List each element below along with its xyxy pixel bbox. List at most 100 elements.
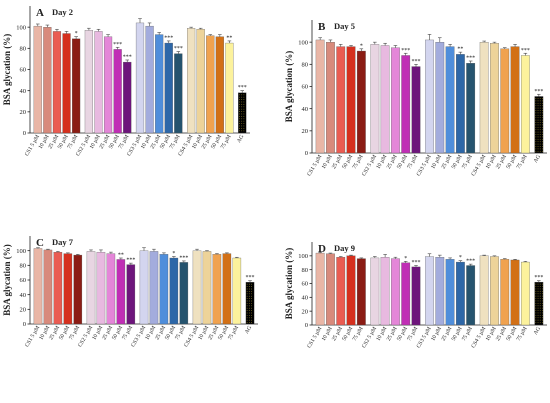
bar-pattern-dot [251, 307, 252, 309]
bar-pattern-dot [539, 298, 541, 299]
bar-pattern-dot [535, 141, 537, 143]
bar-pattern-dot [539, 290, 541, 292]
bar-pattern-dot [243, 108, 245, 110]
y-tick-label: 60 [302, 281, 309, 288]
bar [106, 253, 116, 325]
bar-pattern-dot [537, 129, 539, 131]
bar-pattern-dot [251, 319, 252, 321]
significance-label: * [404, 256, 407, 262]
bar-pattern-dot [537, 305, 539, 307]
bar-pattern-dot [535, 293, 537, 295]
bar-pattern-dot [541, 288, 543, 290]
bar [456, 54, 465, 154]
bar [169, 257, 179, 325]
bar-pattern-dot [243, 111, 245, 113]
bar-pattern-dot [537, 131, 539, 133]
bar-pattern-dot [251, 317, 252, 319]
bar-pattern-dot [537, 312, 539, 314]
bar-pattern-dot [246, 295, 248, 297]
bar-pattern-dot [248, 302, 250, 304]
bar-pattern-dot [541, 114, 543, 116]
bar-pattern-dot [248, 317, 250, 319]
bar [411, 66, 421, 154]
bar [113, 49, 122, 134]
y-tick-label: 0 [305, 322, 308, 329]
significance-label: *** [534, 89, 543, 95]
bar-pattern-dot [541, 136, 543, 138]
bar-pattern-dot [535, 150, 537, 152]
bar-pattern-dot [541, 319, 543, 321]
bar [456, 261, 465, 326]
bar-pattern-dot [243, 106, 245, 108]
bar-pattern-dot [539, 300, 541, 302]
bar-pattern-dot [541, 307, 543, 309]
bar-pattern-dot [241, 96, 243, 98]
significance-label: *** [534, 275, 543, 281]
bar-pattern-dot [539, 117, 541, 119]
panel-letter: D [318, 243, 326, 255]
bar-pattern-dot [239, 108, 240, 110]
bar-pattern-dot [537, 114, 539, 116]
bar-pattern-dot [541, 129, 543, 131]
bar [62, 33, 71, 134]
bar [174, 53, 183, 134]
bar [411, 266, 421, 326]
bar-pattern-dot [239, 101, 240, 103]
bar-pattern-dot [251, 288, 252, 290]
bar-pattern-dot [537, 112, 539, 114]
category-label: 75 µM [227, 325, 240, 341]
y-tick-label: 40 [20, 88, 27, 95]
bar-pattern-dot [541, 131, 543, 133]
significance-label: *** [466, 259, 475, 265]
bar-pattern-dot [246, 319, 248, 321]
bar-pattern-dot [537, 290, 539, 292]
bar-pattern-dot [239, 94, 240, 96]
bar [356, 258, 366, 326]
bar-pattern-dot [535, 305, 537, 307]
bar [391, 258, 400, 326]
y-axis-title: BSA glycation (%) [284, 248, 294, 320]
bar [401, 262, 411, 326]
bar-pattern-dot [537, 307, 539, 309]
bar-pattern-dot [239, 99, 240, 101]
bar-pattern-dot [535, 114, 537, 116]
bar-pattern-dot [243, 123, 245, 125]
bar-pattern-dot [251, 295, 252, 297]
significance-label: *** [521, 48, 530, 54]
bar [126, 264, 136, 325]
significance-label: *** [179, 255, 188, 261]
bar-pattern-dot [539, 295, 541, 297]
bar [43, 249, 53, 325]
bar-pattern-dot [535, 110, 537, 111]
category-label: AG [244, 325, 253, 335]
y-tick-label: 0 [23, 130, 26, 137]
y-tick-label: 0 [305, 150, 308, 157]
bar [192, 250, 202, 325]
bar [33, 248, 43, 325]
bar-pattern-dot [541, 112, 543, 114]
bar-pattern-dot [251, 283, 252, 285]
bar-pattern-dot [248, 314, 250, 316]
bar [336, 46, 346, 154]
bar-pattern-dot [537, 150, 539, 152]
y-axis-title: BSA glycation (%) [284, 51, 294, 123]
y-tick-label: 40 [302, 106, 309, 113]
bar-pattern-dot [248, 319, 250, 321]
bar-pattern-dot [539, 293, 541, 295]
y-tick-label: 60 [20, 277, 27, 284]
bar-pattern-dot [541, 98, 543, 99]
bar-pattern-dot [541, 124, 543, 126]
bar-pattern-dot [535, 107, 537, 109]
bar-pattern-dot [537, 126, 539, 128]
category-label: 75 µM [461, 154, 474, 170]
bar-pattern-dot [537, 124, 539, 126]
bar [445, 259, 455, 326]
bar-pattern-dot [243, 130, 245, 132]
bar [380, 257, 390, 326]
bar-pattern-dot [539, 307, 541, 309]
bar [466, 63, 476, 154]
bar [479, 255, 489, 326]
bar-pattern-dot [241, 118, 243, 120]
